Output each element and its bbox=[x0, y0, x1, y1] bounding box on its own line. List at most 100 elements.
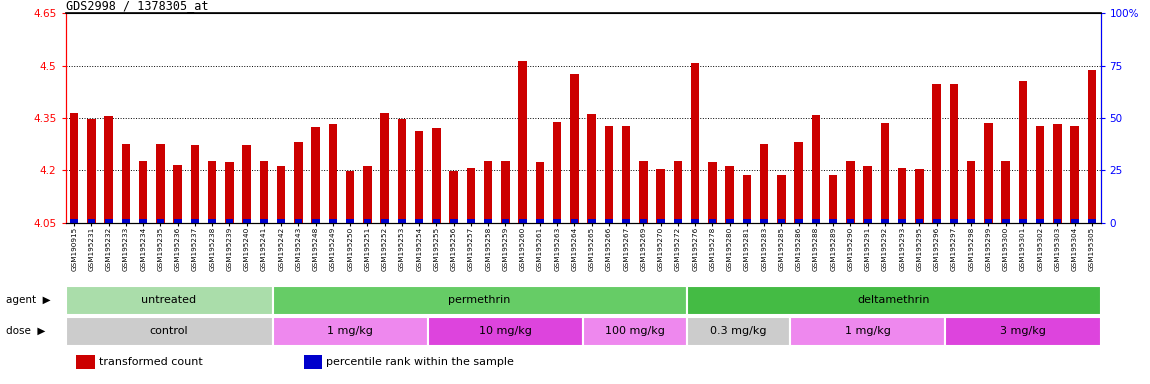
Bar bbox=[657, 169, 665, 223]
Bar bbox=[225, 162, 233, 223]
Bar bbox=[76, 355, 94, 369]
Bar bbox=[70, 113, 78, 223]
Bar bbox=[674, 161, 682, 223]
Bar bbox=[605, 126, 613, 223]
Bar bbox=[945, 317, 1101, 346]
Bar bbox=[428, 317, 583, 346]
Bar bbox=[1053, 219, 1061, 223]
Bar bbox=[622, 126, 630, 223]
Bar bbox=[657, 219, 665, 223]
Bar bbox=[208, 161, 216, 223]
Bar bbox=[760, 144, 768, 223]
Bar bbox=[363, 166, 371, 223]
Bar bbox=[467, 167, 475, 223]
Text: 0.3 mg/kg: 0.3 mg/kg bbox=[710, 326, 767, 336]
Bar bbox=[708, 162, 716, 223]
Bar bbox=[243, 219, 251, 223]
Bar bbox=[139, 161, 147, 223]
Bar bbox=[760, 219, 768, 223]
Bar bbox=[260, 161, 268, 223]
Bar bbox=[329, 124, 337, 223]
Bar bbox=[191, 219, 199, 223]
Bar bbox=[312, 219, 320, 223]
Bar bbox=[536, 219, 544, 223]
Bar bbox=[687, 317, 790, 346]
Bar bbox=[691, 63, 699, 223]
Bar bbox=[829, 219, 837, 223]
Text: control: control bbox=[150, 326, 189, 336]
Bar bbox=[795, 219, 803, 223]
Bar bbox=[191, 145, 199, 223]
Text: percentile rank within the sample: percentile rank within the sample bbox=[327, 357, 514, 367]
Bar bbox=[777, 175, 785, 223]
Bar bbox=[1071, 219, 1079, 223]
Bar bbox=[432, 128, 440, 223]
Bar bbox=[950, 84, 958, 223]
Bar bbox=[208, 219, 216, 223]
Text: 100 mg/kg: 100 mg/kg bbox=[605, 326, 665, 336]
Bar bbox=[484, 161, 492, 223]
Bar bbox=[122, 144, 130, 223]
Bar bbox=[898, 167, 906, 223]
Bar bbox=[519, 219, 527, 223]
Bar bbox=[588, 219, 596, 223]
Bar bbox=[1088, 219, 1096, 223]
Bar bbox=[381, 219, 389, 223]
Text: untreated: untreated bbox=[141, 295, 197, 306]
Bar bbox=[225, 219, 233, 223]
Bar bbox=[415, 131, 423, 223]
Bar bbox=[66, 286, 273, 315]
Bar bbox=[898, 219, 906, 223]
Bar bbox=[87, 119, 95, 223]
Bar bbox=[795, 142, 803, 223]
Bar bbox=[450, 219, 458, 223]
Bar bbox=[1088, 70, 1096, 223]
Text: permethrin: permethrin bbox=[448, 295, 511, 306]
Bar bbox=[66, 317, 273, 346]
Bar bbox=[708, 219, 716, 223]
Bar bbox=[743, 219, 751, 223]
Text: 10 mg/kg: 10 mg/kg bbox=[480, 326, 531, 336]
Bar bbox=[1071, 126, 1079, 223]
Text: transformed count: transformed count bbox=[99, 357, 202, 367]
Text: 3 mg/kg: 3 mg/kg bbox=[1000, 326, 1045, 336]
Text: dose  ▶: dose ▶ bbox=[6, 326, 45, 336]
Bar bbox=[1036, 126, 1044, 223]
Bar bbox=[294, 219, 302, 223]
Bar bbox=[174, 219, 182, 223]
Bar bbox=[536, 162, 544, 223]
Bar bbox=[304, 355, 322, 369]
Bar bbox=[398, 119, 406, 223]
Bar bbox=[864, 166, 872, 223]
Bar bbox=[450, 171, 458, 223]
Bar bbox=[273, 317, 428, 346]
Bar bbox=[1019, 219, 1027, 223]
Bar bbox=[432, 219, 440, 223]
Bar bbox=[829, 175, 837, 223]
Text: deltamethrin: deltamethrin bbox=[857, 295, 930, 306]
Bar bbox=[294, 142, 302, 223]
Bar bbox=[726, 166, 734, 223]
Bar bbox=[415, 219, 423, 223]
Bar bbox=[1002, 219, 1010, 223]
Bar bbox=[398, 219, 406, 223]
Bar bbox=[1036, 219, 1044, 223]
Text: GDS2998 / 1378305_at: GDS2998 / 1378305_at bbox=[66, 0, 208, 12]
Bar bbox=[933, 84, 941, 223]
Bar bbox=[519, 61, 527, 223]
Bar bbox=[105, 219, 113, 223]
Bar bbox=[70, 219, 78, 223]
Bar bbox=[243, 145, 251, 223]
Bar bbox=[329, 219, 337, 223]
Bar bbox=[915, 219, 923, 223]
Bar bbox=[87, 219, 95, 223]
Bar bbox=[139, 219, 147, 223]
Bar bbox=[1019, 81, 1027, 223]
Bar bbox=[363, 219, 371, 223]
Bar bbox=[984, 219, 992, 223]
Bar bbox=[156, 219, 164, 223]
Bar bbox=[1002, 161, 1010, 223]
Text: agent  ▶: agent ▶ bbox=[6, 295, 51, 306]
Bar bbox=[553, 219, 561, 223]
Bar bbox=[346, 171, 354, 223]
